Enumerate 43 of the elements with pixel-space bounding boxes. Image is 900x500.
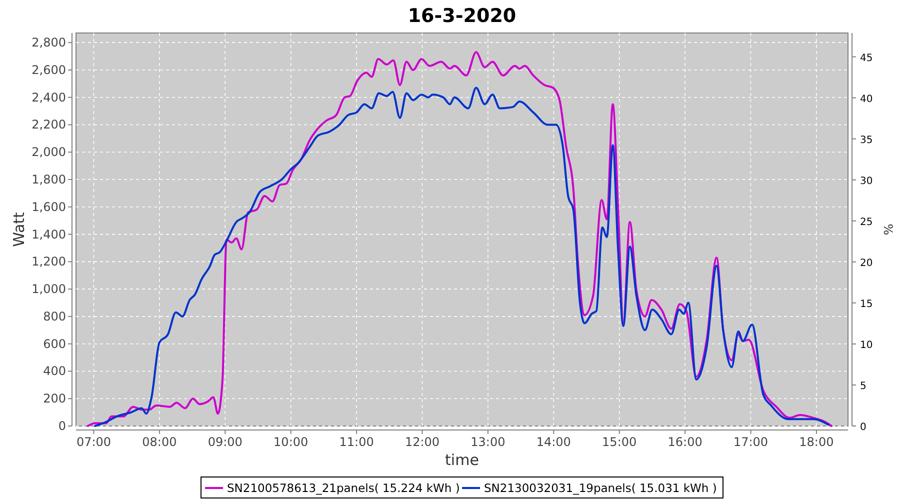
x-tick-label: 07:00	[76, 435, 112, 449]
x-tick-label: 17:00	[733, 435, 768, 449]
y2-tick-label: 10	[860, 340, 873, 351]
y2-tick-label: 5	[860, 380, 866, 392]
x-tick-label: 13:00	[470, 435, 506, 449]
y-tick-label: 2,400	[32, 90, 66, 104]
y-tick-label: 2,800	[32, 36, 66, 50]
y-axis-title: Watt	[10, 212, 28, 247]
x-axis-title: time	[445, 451, 479, 469]
y2-tick-label: 15	[860, 298, 873, 310]
y-tick-label: 1,400	[32, 227, 66, 242]
x-tick-label: 10:00	[274, 435, 308, 449]
y2-tick-label: 40	[860, 94, 873, 105]
y-tick-label: 1,200	[32, 254, 66, 269]
x-tick-label: 09:00	[208, 435, 242, 449]
x-tick-label: 08:00	[142, 435, 177, 449]
legend-label: SN2100578613_21panels( 15.224 kWh )	[227, 481, 460, 495]
y2-tick-label: 25	[860, 216, 873, 228]
y-tick-label: 1,600	[32, 200, 66, 214]
y-tick-label: 400	[43, 364, 66, 378]
y-tick-label: 800	[43, 309, 66, 324]
legend-label: SN2130032031_19panels( 15.031 kWh )	[484, 481, 717, 495]
y2-tick-label: 35	[860, 134, 873, 146]
x-tick-label: 18:00	[799, 435, 834, 449]
y-tick-label: 2,000	[32, 145, 66, 160]
y2-tick-label: 45	[860, 52, 873, 64]
y-tick-label: 1,000	[32, 282, 66, 296]
y-tick-label: 2,600	[32, 62, 66, 77]
x-tick-label: 15:00	[602, 435, 637, 449]
chart-title: 16-3-2020	[408, 5, 516, 27]
x-tick-label: 11:00	[339, 435, 374, 449]
y2-tick-label: 0	[860, 422, 866, 433]
x-tick-label: 16:00	[668, 435, 702, 449]
y2-axis-title: %	[881, 224, 895, 236]
y-tick-label: 600	[43, 336, 66, 351]
y2-tick-label: 30	[860, 176, 873, 187]
y2-tick-label: 20	[860, 258, 873, 269]
y-tick-label: 0	[58, 419, 66, 433]
y-tick-label: 200	[43, 392, 66, 406]
x-tick-label: 12:00	[404, 435, 440, 449]
y-tick-label: 1,800	[32, 172, 66, 187]
x-tick-label: 14:00	[536, 435, 571, 449]
y-tick-label: 2,200	[32, 118, 66, 132]
